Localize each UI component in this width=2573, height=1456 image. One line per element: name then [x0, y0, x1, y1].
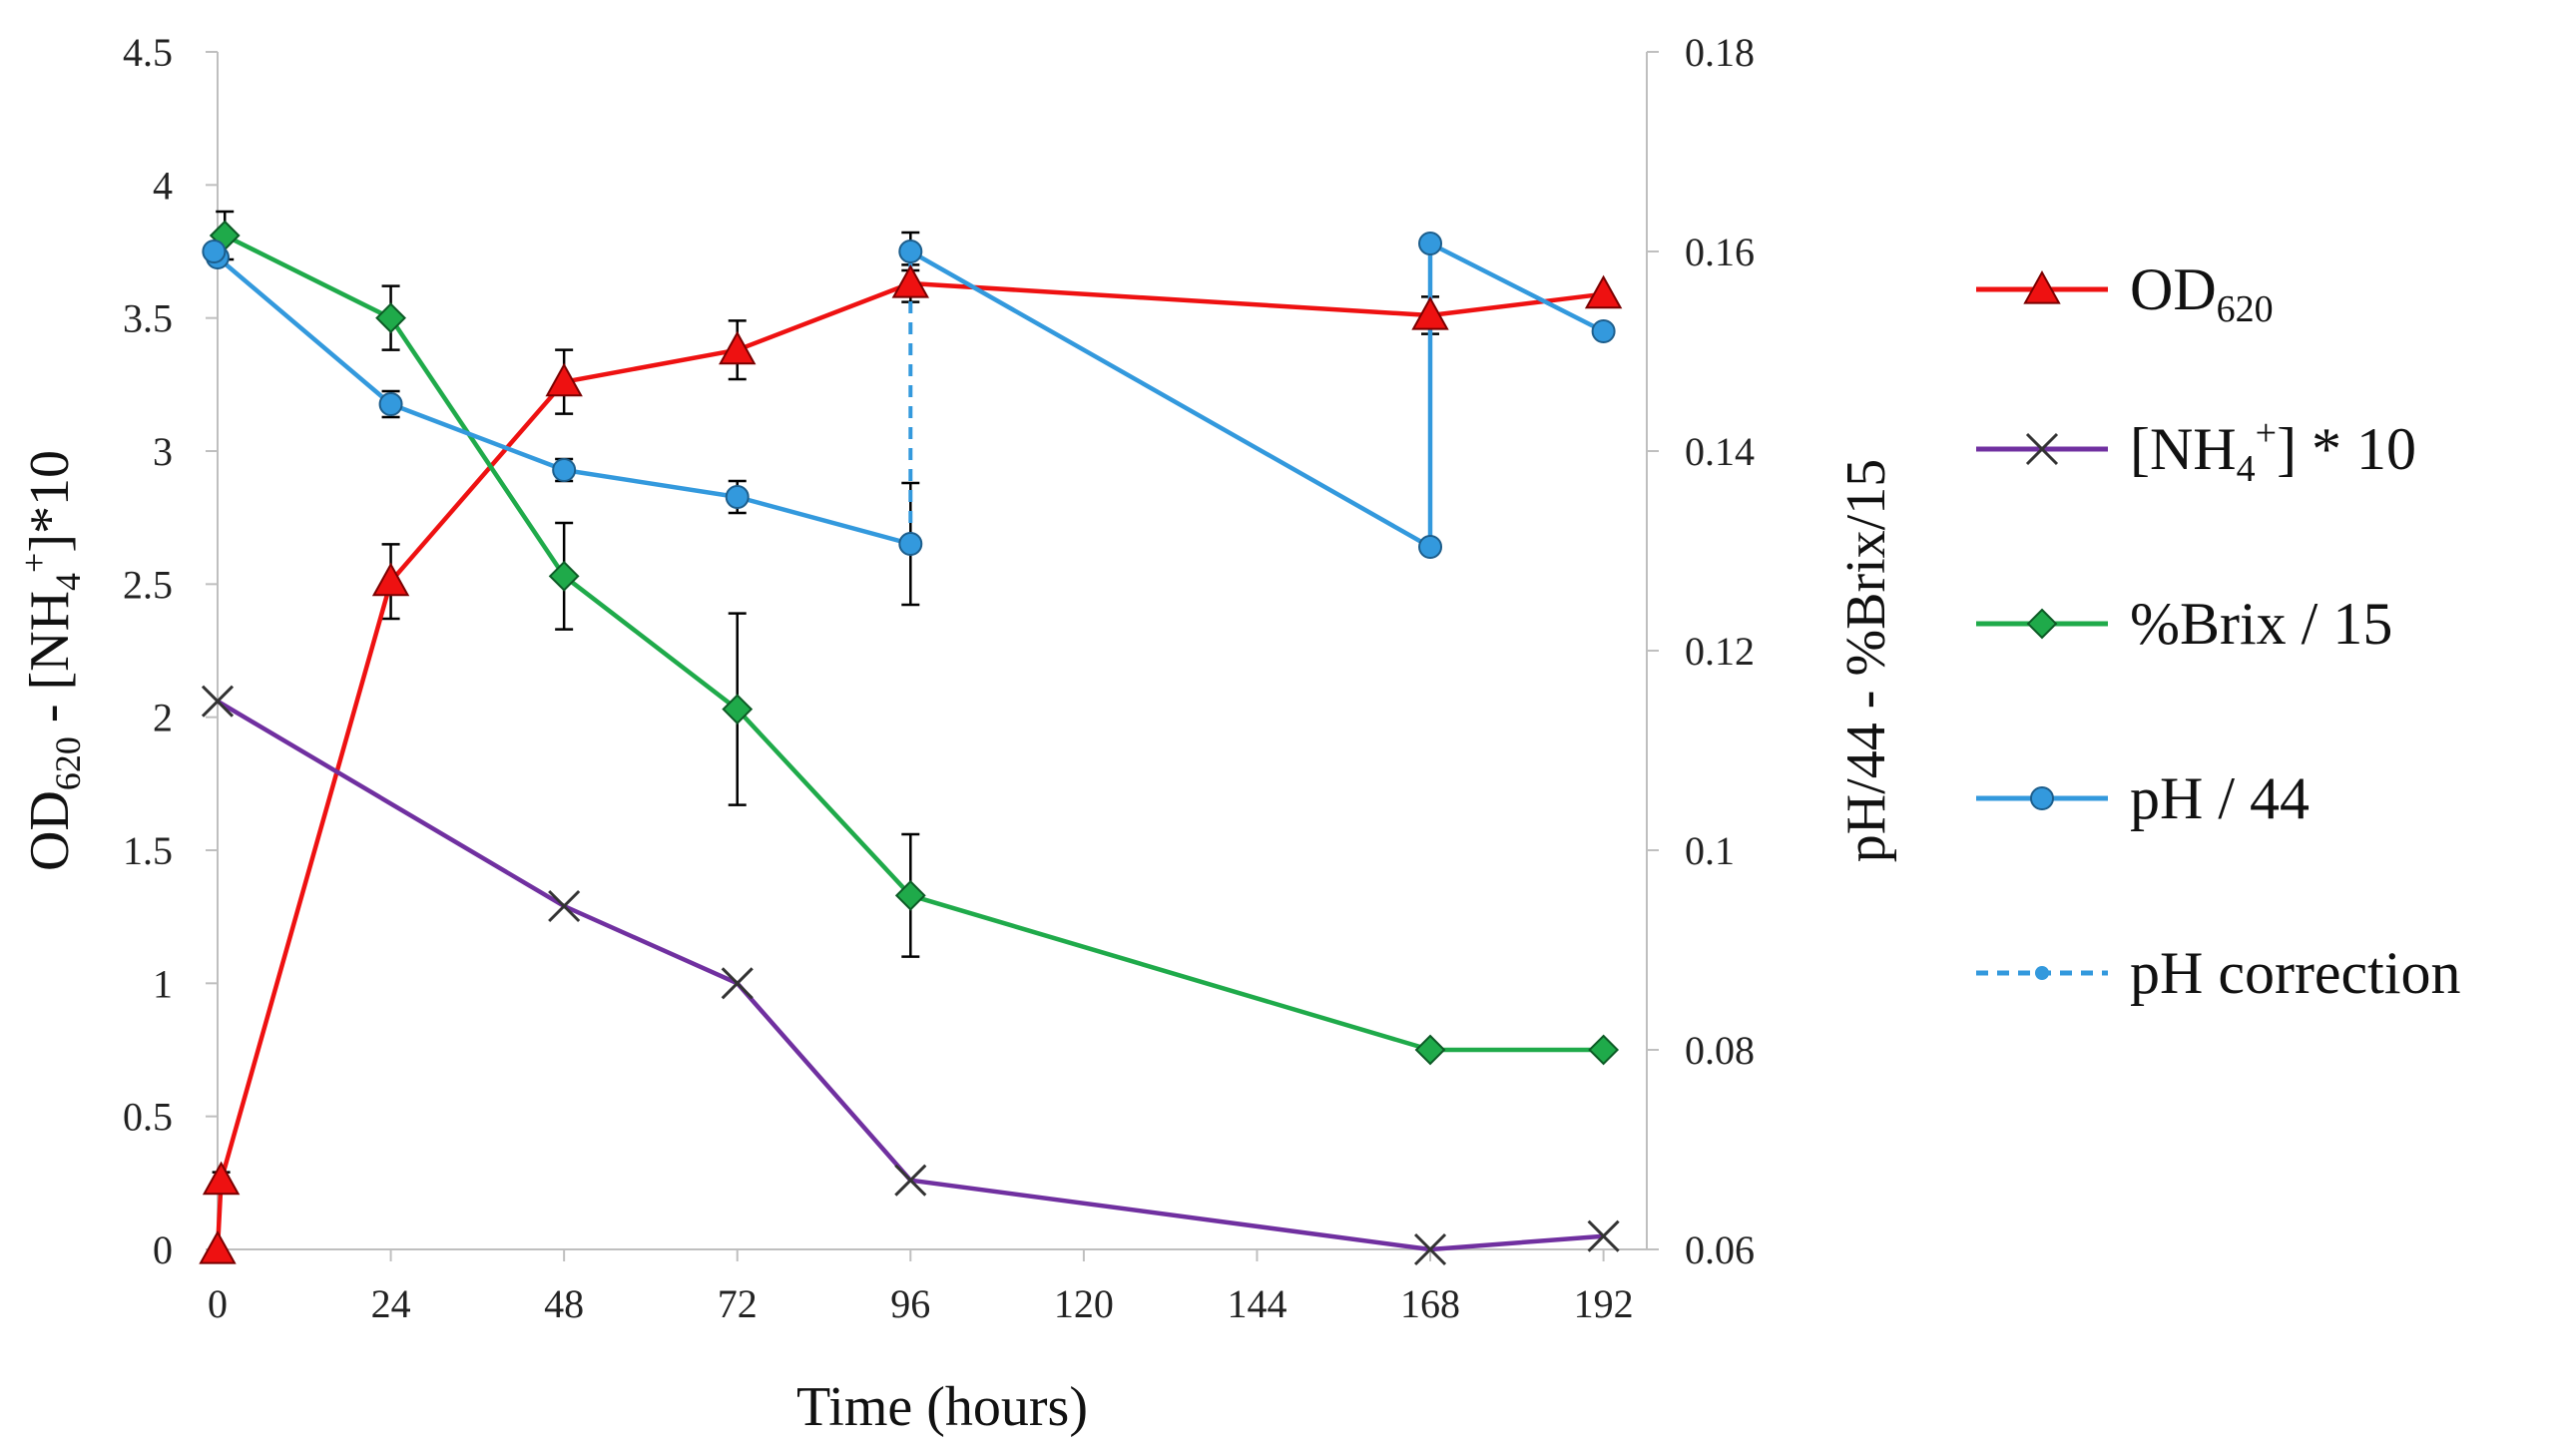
- y-left-title-sub: 620: [48, 736, 88, 790]
- series-line-od: [215, 280, 1604, 1250]
- y-left-title-part: ]*10: [19, 450, 81, 553]
- data-point-od: [719, 330, 757, 365]
- data-point-brix: [548, 560, 580, 592]
- y-right-tick-label: 0.16: [1685, 230, 1755, 274]
- x-tick-label: 72: [718, 1281, 758, 1326]
- legend-item-brix: %Brix / 15: [1976, 591, 2392, 657]
- legend-item-od: OD620: [1976, 256, 2274, 330]
- data-point-brix: [722, 694, 754, 726]
- series-line-nh4: [216, 699, 1604, 1252]
- legend-item-ph: pH / 44: [1976, 765, 2310, 831]
- y-left-title-part: OD: [19, 790, 81, 871]
- data-point-nh4: [894, 1164, 927, 1197]
- y-left-title-sub: 4: [48, 573, 88, 591]
- x-tick-label: 96: [890, 1281, 930, 1326]
- data-point-ph: [552, 458, 577, 482]
- data-point-od: [1584, 274, 1623, 309]
- legend-swatch-marker: [2025, 432, 2059, 466]
- y-axis-left-title: OD620 - [NH4+]*10: [14, 450, 88, 871]
- y-left-tick-label: 2: [153, 696, 173, 740]
- x-axis-title: Time (hours): [796, 1376, 1088, 1438]
- x-tick-label: 168: [1400, 1281, 1460, 1326]
- y-right-tick-label: 0.06: [1685, 1227, 1755, 1272]
- legend-label-sup: +: [2256, 412, 2277, 454]
- legend-item-nh4: [NH4+] * 10: [1976, 412, 2416, 490]
- y-right-tick-label: 0.08: [1685, 1028, 1755, 1073]
- error-bar-layer: [212, 210, 1440, 1190]
- x-tick-label: 192: [1574, 1281, 1634, 1326]
- legend: OD620 [NH4+] * 10 %Brix / 15 pH / 44 pH corr…: [1976, 256, 2461, 1006]
- series-line-brix: [224, 233, 1604, 1053]
- legend-label-part: [NH: [2130, 416, 2237, 482]
- axes-layer: 0 0.5 1 1.5 2 2.5 3 3.5 4 4.5 0.06 0.08 0.1 0.12 0.14 0…: [14, 30, 1897, 1438]
- series-layer: [215, 233, 1605, 1252]
- data-point-ph: [725, 485, 750, 509]
- x-tick-label: 120: [1054, 1281, 1114, 1326]
- data-point-brix: [375, 302, 406, 334]
- y-left-tick-label: 0.5: [123, 1095, 173, 1140]
- y-left-tick-label: 4: [153, 163, 173, 208]
- data-point-ph: [898, 532, 923, 556]
- legend-label: OD620: [2130, 256, 2274, 330]
- data-point-nh4: [548, 889, 581, 923]
- y-left-title-part: - [NH: [19, 591, 81, 736]
- x-tick-label: 24: [371, 1281, 411, 1326]
- data-point-ph: [202, 240, 227, 263]
- data-point-nh4: [1413, 1232, 1447, 1266]
- data-point-od: [1411, 295, 1449, 330]
- data-point-od: [202, 1161, 241, 1196]
- data-point-brix: [1588, 1034, 1620, 1066]
- data-point-nh4: [1587, 1219, 1620, 1252]
- legend-swatch-marker: [2023, 269, 2061, 304]
- data-point-ph: [898, 240, 923, 263]
- y-left-tick-label: 1: [153, 961, 173, 1006]
- data-point-od: [199, 1229, 237, 1264]
- y-right-tick-label: 0.14: [1685, 429, 1755, 474]
- legend-label: [NH4+] * 10: [2130, 412, 2416, 490]
- x-tick-label: 144: [1227, 1281, 1286, 1326]
- legend-item-phcorr: pH correction: [1976, 940, 2461, 1006]
- y-left-tick-label: 0: [153, 1227, 173, 1272]
- legend-label: %Brix / 15: [2130, 591, 2392, 657]
- legend-swatch-marker: [2035, 966, 2049, 980]
- y-right-tick-label: 0.12: [1685, 629, 1755, 674]
- legend-label: pH / 44: [2130, 765, 2310, 831]
- data-point-brix: [1414, 1034, 1446, 1066]
- data-point-od: [891, 263, 930, 298]
- y-left-tick-label: 1.5: [123, 828, 173, 873]
- legend-label: pH correction: [2130, 940, 2461, 1006]
- y-left-tick-label: 3.5: [123, 296, 173, 341]
- y-left-tick-label: 2.5: [123, 562, 173, 607]
- y-right-tick-label: 0.1: [1685, 828, 1735, 873]
- data-point-ph: [1418, 232, 1443, 255]
- legend-swatch-marker: [2026, 608, 2058, 640]
- x-tick-label: 0: [208, 1281, 228, 1326]
- y-left-tick-label: 4.5: [123, 30, 173, 75]
- data-point-nh4: [201, 685, 235, 718]
- legend-label-sub: 620: [2217, 288, 2274, 330]
- y-axis-right-title: pH/44 - %Brix/15: [1835, 459, 1897, 862]
- data-point-ph: [1591, 319, 1616, 343]
- data-point-nh4: [721, 967, 754, 1000]
- legend-label-part: OD: [2130, 256, 2217, 322]
- y-right-tick-label: 0.18: [1685, 30, 1755, 75]
- legend-swatch-marker: [2030, 786, 2054, 810]
- x-tick-label: 48: [544, 1281, 584, 1326]
- data-point-ph: [1418, 535, 1443, 559]
- data-point-od: [371, 562, 410, 597]
- legend-label-sub: 4: [2237, 448, 2256, 490]
- data-point-ph: [378, 392, 403, 416]
- data-point-brix: [894, 879, 926, 911]
- y-left-title-sup: +: [14, 553, 54, 573]
- y-left-tick-label: 3: [153, 429, 173, 474]
- legend-label-part: ] * 10: [2277, 416, 2416, 482]
- marker-layer: [199, 220, 1623, 1266]
- data-point-od: [545, 362, 583, 397]
